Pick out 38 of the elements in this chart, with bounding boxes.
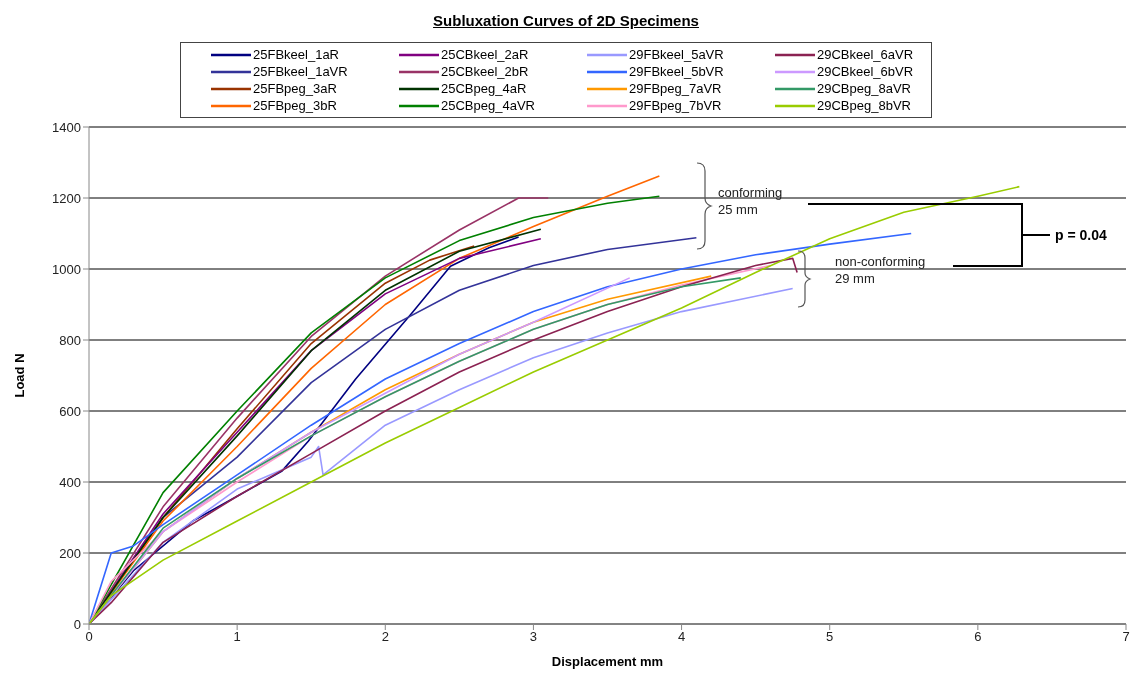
legend-label: 25FBkeel_1aVR xyxy=(253,64,348,79)
y-tick-label: 600 xyxy=(59,403,81,419)
x-axis-title: Displacement mm xyxy=(551,654,664,669)
legend-label: 25CBkeel_2bR xyxy=(441,64,529,79)
y-tick-label: 0 xyxy=(73,616,81,632)
y-tick-label: 1000 xyxy=(52,261,81,277)
y-tick-label: 1400 xyxy=(52,119,81,135)
legend-label: 29FBkeel_5aVR xyxy=(629,47,724,62)
y-tick-label: 1200 xyxy=(52,190,81,206)
legend-label: 29CBkeel_6bVR xyxy=(817,64,914,79)
annotation: conforming 25 mm xyxy=(718,185,783,217)
legend-label: 29FBpeg_7bVR xyxy=(629,98,722,113)
legend-label: 29CBpeg_8bVR xyxy=(817,98,911,113)
y-tick-label: 800 xyxy=(59,332,81,348)
x-tick-label: 5 xyxy=(826,629,834,645)
x-tick-label: 2 xyxy=(381,629,389,645)
legend-label: 25CBpeg_4aVR xyxy=(441,98,535,113)
legend-label: 25FBpeg_3aR xyxy=(253,81,337,96)
legend-label: 29FBpeg_7aVR xyxy=(629,81,722,96)
x-tick-label: 7 xyxy=(1122,629,1130,645)
x-tick-label: 1 xyxy=(233,629,241,645)
legend-label: 25FBpeg_3bR xyxy=(253,98,337,113)
legend-label: 25CBpeg_4aR xyxy=(441,81,527,96)
annotation: p = 0.04 xyxy=(1055,227,1107,243)
legend-label: 25CBkeel_2aR xyxy=(441,47,529,62)
y-tick-label: 200 xyxy=(59,545,81,561)
legend-label: 25FBkeel_1aR xyxy=(253,47,339,62)
chart-title: Subluxation Curves of 2D Specimens xyxy=(432,12,700,29)
x-tick-label: 3 xyxy=(529,629,538,645)
y-tick-label: 400 xyxy=(59,474,81,490)
x-tick-label: 6 xyxy=(974,629,982,645)
annotation: non-conforming 29 mm xyxy=(835,254,926,286)
y-axis-title: Load N xyxy=(11,353,27,398)
legend-label: 29FBkeel_5bVR xyxy=(629,64,724,79)
x-tick-label: 4 xyxy=(677,629,686,645)
legend-label: 29CBkeel_6aVR xyxy=(817,47,914,62)
legend-label: 29CBpeg_8aVR xyxy=(817,81,911,96)
x-tick-label: 0 xyxy=(85,629,93,645)
